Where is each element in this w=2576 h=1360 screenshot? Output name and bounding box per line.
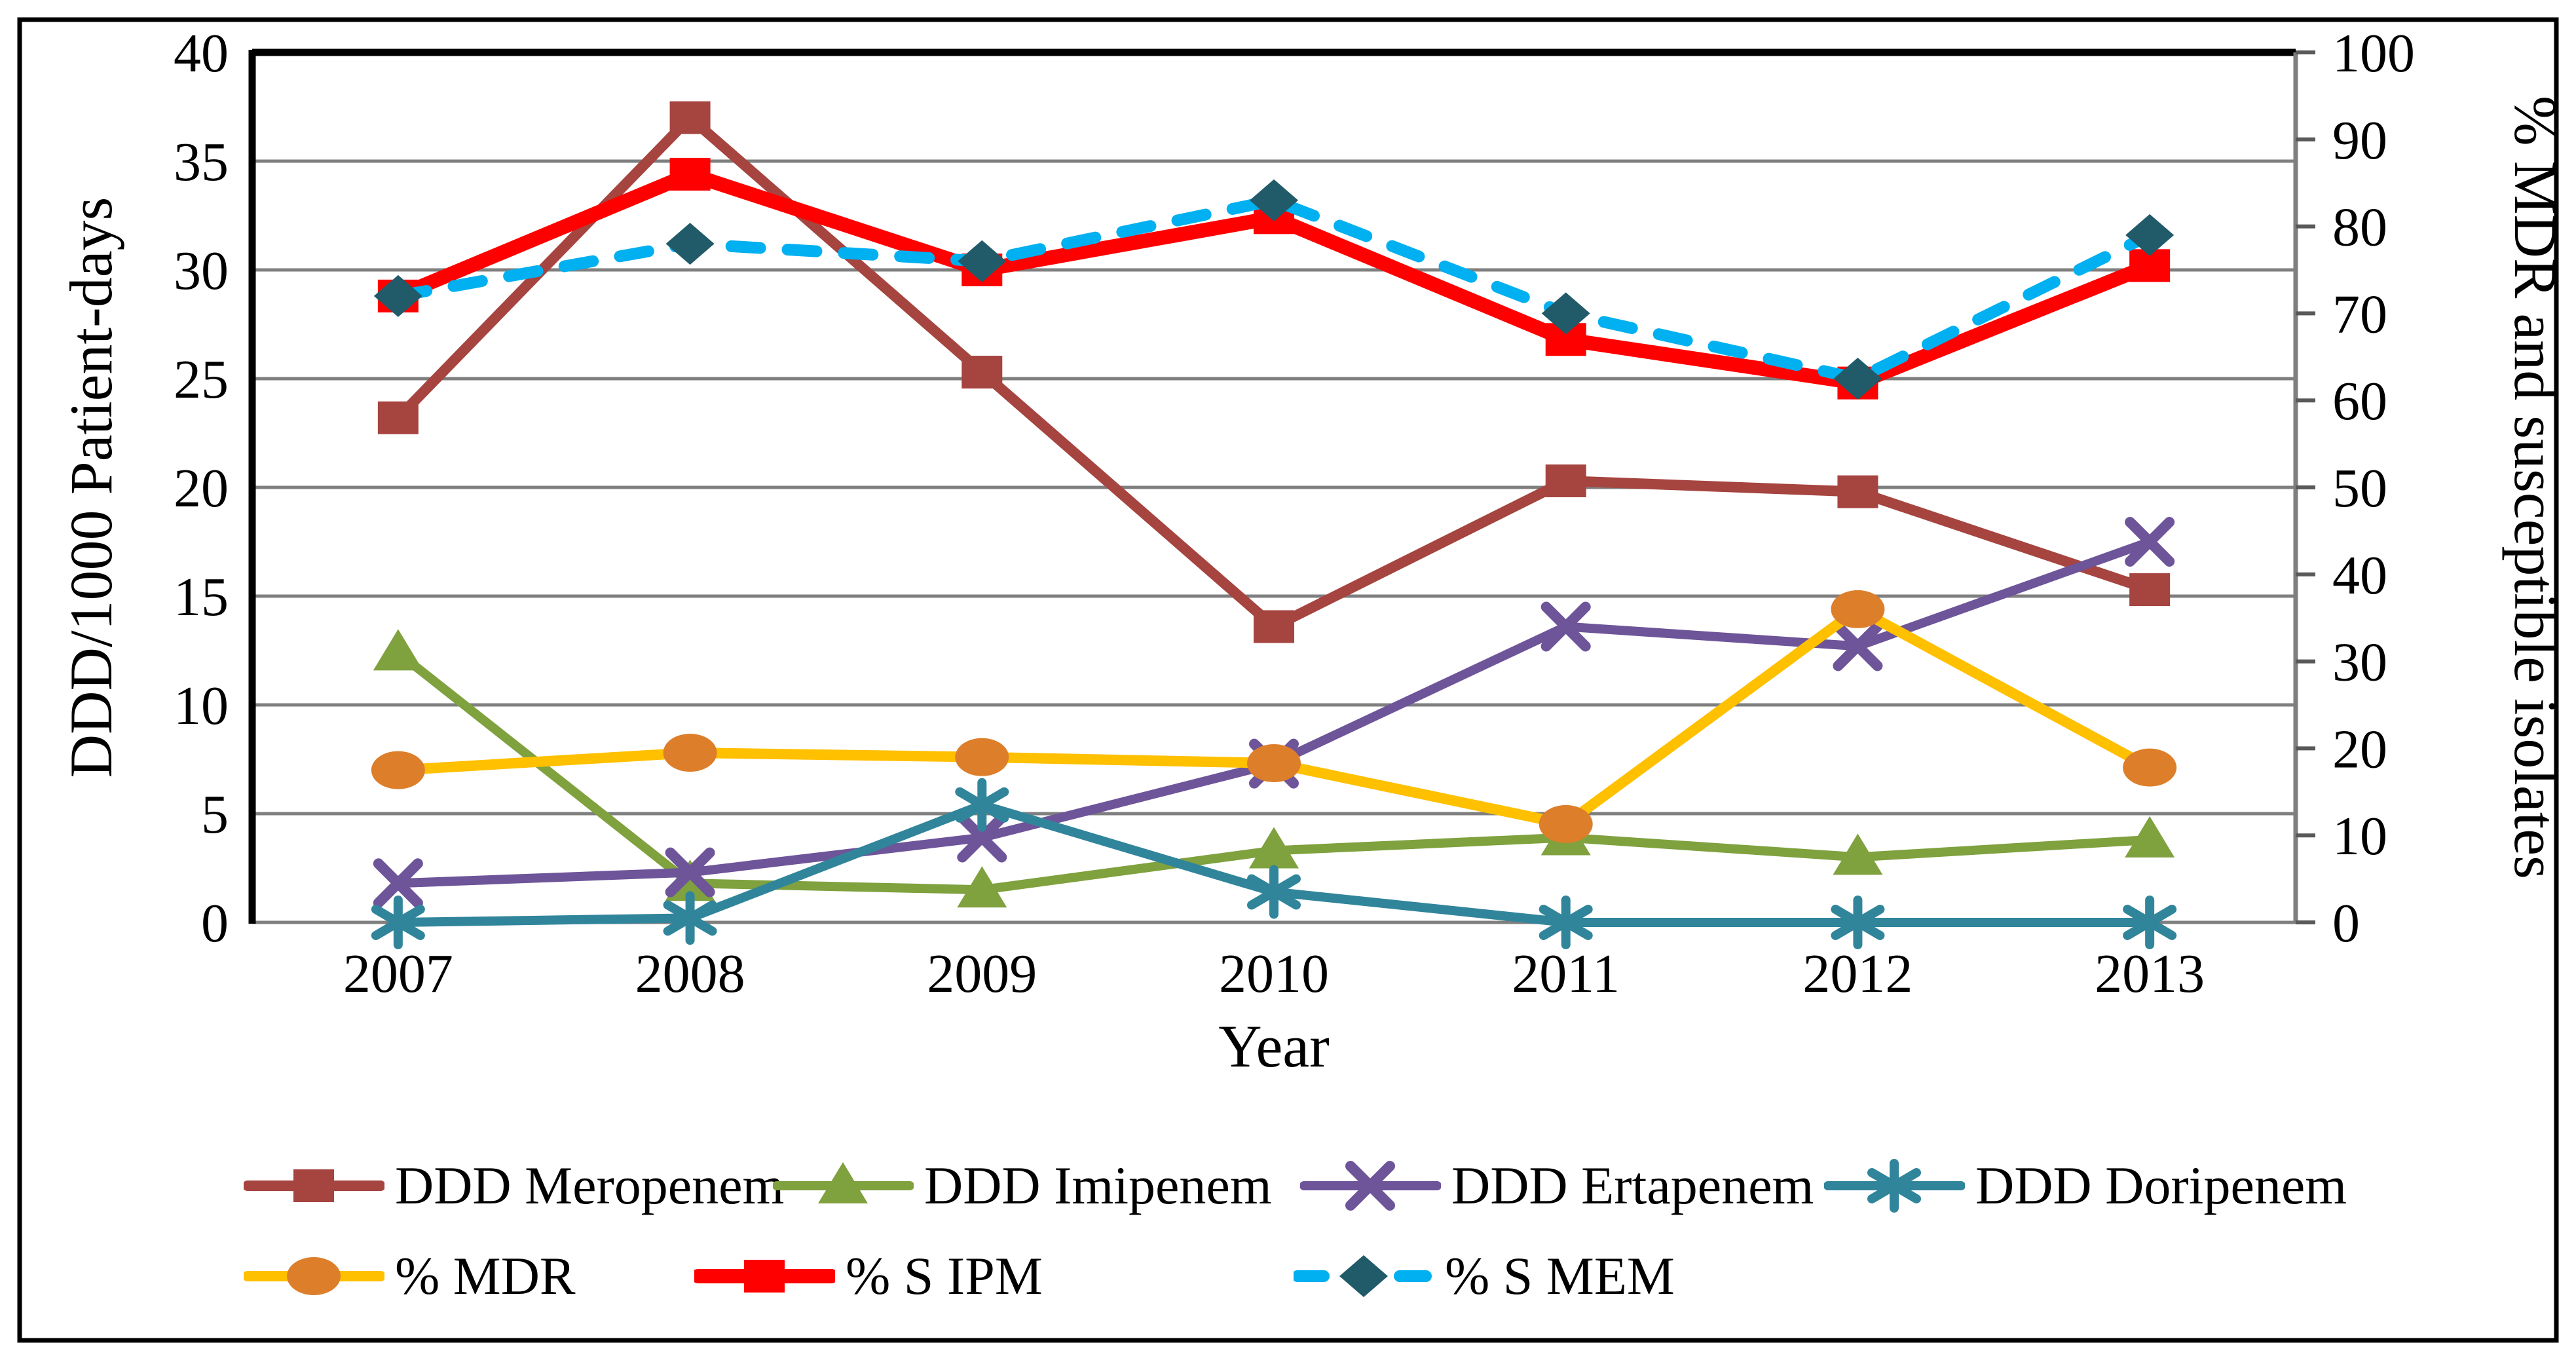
- series-ddd-meropenem-marker: [669, 101, 711, 134]
- series-ddd-doripenem-marker: [1539, 905, 1593, 940]
- right-axis-tick-label: 70: [2332, 284, 2387, 345]
- left-axis-tick-labels: 0 5 10 15 20 25 30 35 40: [174, 23, 229, 954]
- series-ddd-imipenem-marker: [957, 866, 1007, 908]
- x-axis-tick-label: 2007: [343, 943, 453, 1004]
- series-s-mem-marker: [1833, 358, 1882, 400]
- series-mdr-marker: [371, 751, 425, 789]
- x-axis-tick-label: 2013: [2095, 943, 2205, 1004]
- series-ddd-meropenem-marker: [961, 356, 1003, 389]
- left-axis-tick-label: 25: [174, 349, 229, 410]
- series-s-mem-marker: [2125, 214, 2175, 256]
- right-axis-tick-label: 0: [2332, 893, 2360, 954]
- series-ddd-ertapenem-marker: [665, 847, 715, 897]
- series-ddd-doripenem-marker: [663, 900, 717, 936]
- right-axis-tick-label: 100: [2332, 23, 2415, 84]
- left-axis-tick-label: 10: [174, 675, 229, 736]
- x-axis-tick-label: 2009: [927, 943, 1037, 1004]
- right-axis-tick-label: 60: [2332, 371, 2387, 432]
- left-axis-tick-label: 0: [201, 893, 229, 954]
- series-s-mem-marker: [373, 274, 422, 317]
- left-axis-tick-label: 35: [174, 132, 229, 193]
- series-ddd-doripenem-marker: [2123, 905, 2177, 940]
- series-mdr-marker: [1831, 590, 1885, 628]
- series-ddd-meropenem-marker: [1545, 464, 1586, 498]
- right-axis-tick-label: 40: [2332, 545, 2387, 606]
- series-group: [371, 101, 2177, 949]
- series-ddd-ertapenem-marker: [2125, 517, 2175, 567]
- series-ddd-ertapenem-marker: [373, 858, 423, 909]
- x-axis-tick-label: 2011: [1512, 943, 1620, 1004]
- right-axis-ticks: [2296, 50, 2315, 924]
- series-s-mem: [373, 179, 2175, 400]
- right-axis-tick-label: 10: [2332, 806, 2387, 867]
- left-axis-tick-label: 30: [174, 240, 229, 301]
- right-axis-tick-label: 20: [2332, 719, 2387, 780]
- right-axis-tick-labels: 0 10 20 30 40 50 60 70 80 90 100: [2332, 23, 2415, 954]
- series-mdr-marker: [1539, 804, 1593, 843]
- right-axis-title: % MDR and susceptible isolates: [2502, 96, 2569, 879]
- right-axis-tick-label: 30: [2332, 632, 2387, 693]
- x-axis-tick-label: 2010: [1219, 943, 1329, 1004]
- figure-border: [17, 17, 2559, 1343]
- left-axis-tick-label: 15: [174, 567, 229, 628]
- left-axis-tick-label: 40: [174, 23, 229, 84]
- series-s-mem-marker: [958, 240, 1007, 282]
- x-axis-tick-labels: 2007 2008 2009 2010 2011 2012 2013: [343, 943, 2205, 1004]
- x-axis-title: Year: [1218, 1013, 1330, 1080]
- series-ddd-meropenem: [377, 101, 2171, 643]
- series-ddd-doripenem-marker: [1831, 905, 1885, 940]
- series-ddd-doripenem-marker: [955, 787, 1009, 823]
- series-mdr-marker: [955, 738, 1009, 776]
- series-ddd-meropenem-marker: [377, 401, 419, 434]
- series-ddd-imipenem-marker: [2125, 816, 2175, 858]
- series-mdr-marker: [1247, 744, 1301, 782]
- series-ddd-meropenem-marker: [2129, 573, 2171, 607]
- series-s-mem-marker: [1541, 292, 1590, 335]
- series-s-ipm-marker: [669, 157, 711, 191]
- series-ddd-ertapenem-marker: [1833, 621, 1883, 671]
- gridlines: [252, 159, 2296, 924]
- x-axis-tick-label: 2012: [1802, 943, 1913, 1004]
- series-ddd-meropenem-marker: [1254, 610, 1294, 643]
- series-ddd-doripenem: [371, 778, 2177, 949]
- series-ddd-imipenem-marker: [1249, 827, 1299, 869]
- right-axis-tick-label: 80: [2332, 197, 2387, 258]
- left-axis-tick-label: 20: [174, 458, 229, 519]
- series-ddd-imipenem-marker: [1833, 833, 1883, 875]
- series-ddd-imipenem-marker: [373, 629, 423, 671]
- series-s-mem-marker: [1250, 179, 1298, 221]
- series-ddd-ertapenem-marker: [1540, 601, 1591, 652]
- right-axis-tick-label: 90: [2332, 110, 2387, 171]
- series-ddd-doripenem-marker: [1247, 874, 1301, 910]
- right-axis-tick-label: 50: [2332, 458, 2387, 519]
- left-axis-title: DDD/1000 Patient-days: [58, 197, 124, 778]
- series-mdr-marker: [2123, 748, 2177, 787]
- series-mdr: [371, 590, 2177, 843]
- series-ddd-ertapenem-marker: [957, 812, 1007, 863]
- x-axis-tick-label: 2008: [635, 943, 745, 1004]
- series-mdr-marker: [663, 734, 717, 772]
- left-axis-tick-label: 5: [201, 784, 229, 845]
- series-ddd-doripenem-marker: [371, 905, 425, 940]
- series-s-mem-marker: [665, 223, 715, 265]
- series-ddd-meropenem-marker: [1837, 475, 1878, 508]
